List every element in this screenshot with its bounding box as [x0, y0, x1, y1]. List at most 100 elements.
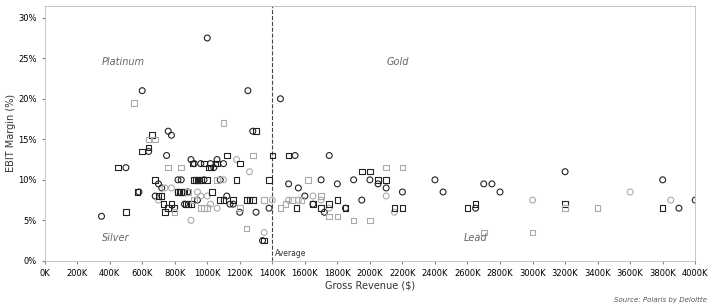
- Point: [176, 165, 187, 170]
- Point: [318, 210, 330, 215]
- Point: [129, 100, 140, 105]
- Point: [174, 189, 186, 194]
- Text: Gold: Gold: [386, 57, 408, 67]
- Point: [218, 178, 229, 182]
- Point: [307, 194, 318, 199]
- Point: [188, 198, 200, 203]
- Point: [224, 202, 236, 206]
- Point: [201, 36, 213, 41]
- Point: [673, 206, 685, 211]
- Point: [438, 189, 449, 194]
- Point: [307, 202, 318, 206]
- Point: [470, 206, 481, 211]
- Point: [143, 149, 154, 154]
- Point: [182, 189, 193, 194]
- Point: [323, 214, 335, 219]
- Point: [348, 218, 359, 223]
- Point: [381, 194, 392, 199]
- Point: [185, 202, 196, 206]
- Point: [198, 161, 210, 166]
- Point: [364, 218, 376, 223]
- Point: [251, 129, 262, 134]
- Point: [166, 185, 177, 190]
- Point: [172, 189, 183, 194]
- Point: [323, 153, 335, 158]
- Point: [283, 153, 294, 158]
- Point: [348, 178, 359, 182]
- Point: [247, 129, 258, 134]
- Point: [143, 137, 154, 142]
- Point: [221, 153, 233, 158]
- Point: [193, 178, 205, 182]
- Point: [178, 189, 190, 194]
- Point: [192, 189, 203, 194]
- Point: [657, 206, 668, 211]
- Point: [381, 178, 392, 182]
- Point: [251, 210, 262, 215]
- Point: [381, 185, 392, 190]
- Point: [291, 206, 303, 211]
- Point: [657, 178, 668, 182]
- Point: [185, 218, 196, 223]
- Point: [188, 161, 200, 166]
- Point: [293, 198, 304, 203]
- Point: [143, 145, 154, 150]
- Point: [178, 202, 190, 206]
- Point: [201, 206, 213, 211]
- Point: [166, 133, 177, 138]
- Point: [176, 178, 187, 182]
- Point: [205, 202, 216, 206]
- Point: [356, 169, 368, 174]
- Point: [690, 198, 701, 203]
- Point: [134, 189, 145, 194]
- Point: [397, 206, 408, 211]
- Point: [323, 202, 335, 206]
- Point: [158, 202, 169, 206]
- Point: [172, 189, 183, 194]
- Point: [192, 178, 203, 182]
- Point: [176, 189, 187, 194]
- Point: [283, 181, 294, 186]
- Point: [195, 194, 206, 199]
- Point: [286, 198, 298, 203]
- Point: [247, 153, 258, 158]
- Point: [149, 194, 161, 199]
- Point: [211, 206, 223, 211]
- Point: [364, 169, 376, 174]
- Point: [332, 214, 343, 219]
- Point: [372, 178, 383, 182]
- Point: [159, 185, 171, 190]
- Point: [263, 178, 275, 182]
- Point: [161, 153, 172, 158]
- Point: [429, 178, 441, 182]
- Point: [258, 238, 270, 243]
- Point: [231, 178, 242, 182]
- Point: [211, 178, 223, 182]
- Point: [275, 96, 286, 101]
- Point: [372, 181, 383, 186]
- Point: [258, 230, 270, 235]
- Point: [182, 189, 193, 194]
- X-axis label: Gross Revenue ($): Gross Revenue ($): [325, 280, 415, 290]
- Point: [181, 202, 192, 206]
- Point: [146, 133, 158, 138]
- Point: [190, 178, 201, 182]
- Point: [231, 157, 242, 162]
- Point: [340, 206, 351, 211]
- Point: [163, 165, 174, 170]
- Point: [397, 165, 408, 170]
- Point: [559, 202, 570, 206]
- Point: [302, 178, 313, 182]
- Point: [592, 206, 603, 211]
- Point: [136, 88, 148, 93]
- Point: [198, 178, 210, 182]
- Point: [470, 202, 481, 206]
- Point: [218, 121, 229, 126]
- Point: [188, 178, 200, 182]
- Point: [527, 198, 538, 203]
- Point: [149, 178, 161, 182]
- Point: [136, 149, 148, 154]
- Point: [159, 210, 171, 215]
- Point: [172, 178, 183, 182]
- Point: [182, 202, 193, 206]
